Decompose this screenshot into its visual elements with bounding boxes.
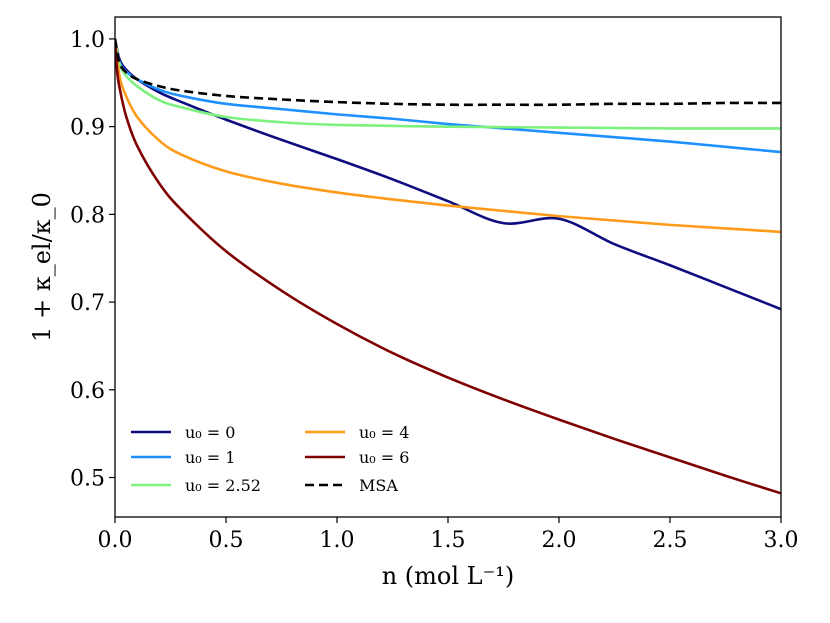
y-tick-label: 0.5 <box>70 467 105 492</box>
y-tick-label: 0.7 <box>70 291 105 316</box>
x-axis: 0.0 0.5 1.0 1.5 2.0 2.5 3.0 <box>98 517 799 553</box>
y-tick-label: 0.9 <box>70 116 105 141</box>
x-tick-label: 3.0 <box>764 528 799 553</box>
y-tick-label: 0.8 <box>70 203 105 228</box>
series-line-4 <box>115 38 781 495</box>
series-line-0 <box>115 38 781 311</box>
x-tick-label: 1.5 <box>431 528 466 553</box>
legend: u₀ = 0 u₀ = 1 u₀ = 2.52 u₀ = 4 u₀ = 6 MSA <box>131 423 409 495</box>
series-line-5 <box>115 38 781 107</box>
series-line-3 <box>115 38 781 234</box>
legend-label: u₀ = 4 <box>359 423 409 442</box>
x-axis-label: n (mol L⁻¹) <box>382 562 515 590</box>
y-axis: 0.5 0.6 0.7 0.8 0.9 1.0 <box>70 28 115 492</box>
y-tick-label: 0.6 <box>70 379 105 404</box>
x-tick-label: 2.0 <box>542 528 577 553</box>
x-tick-label: 2.5 <box>653 528 688 553</box>
legend-label: MSA <box>359 476 398 495</box>
plot-frame <box>114 16 782 518</box>
legend-label: u₀ = 2.52 <box>185 476 261 495</box>
legend-label: u₀ = 0 <box>185 423 235 442</box>
legend-label: u₀ = 1 <box>185 448 235 467</box>
series-line-2 <box>115 38 781 130</box>
x-tick-label: 0.5 <box>209 528 244 553</box>
x-tick-label: 0.0 <box>98 528 133 553</box>
x-tick-label: 1.0 <box>320 528 355 553</box>
y-axis-label: 1 + κ_el/κ_0 <box>28 192 56 342</box>
y-tick-label: 1.0 <box>70 28 105 53</box>
series-layer <box>115 38 781 495</box>
legend-label: u₀ = 6 <box>359 448 409 467</box>
